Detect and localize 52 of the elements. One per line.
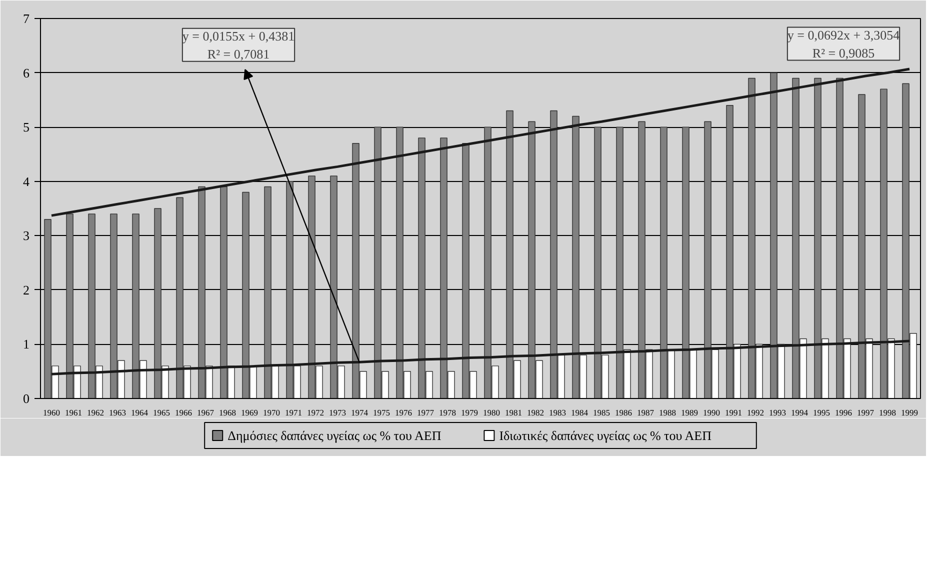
- x-tick-label: 1973: [329, 408, 346, 418]
- x-tick-label: 1968: [219, 408, 236, 418]
- x-tick-label: 1976: [395, 408, 412, 418]
- legend-label: Δημόσιες δαπάνες υγείας ως % του ΑΕΠ: [228, 428, 442, 443]
- x-tick-label: 1962: [87, 408, 104, 418]
- x-tick-label: 1992: [747, 408, 764, 418]
- x-tick-label: 1961: [65, 408, 82, 418]
- x-tick-label: 1999: [901, 408, 918, 418]
- x-tick-label: 1969: [241, 408, 258, 418]
- y-tick-label: 7: [23, 11, 30, 26]
- x-tick-label: 1997: [857, 408, 874, 418]
- x-tick-label: 1963: [109, 408, 126, 418]
- y-tick-label: 3: [23, 228, 30, 244]
- x-tick-label: 1990: [703, 408, 720, 418]
- x-tick-label: 1985: [593, 408, 610, 418]
- y-tick-label: 1: [23, 336, 30, 352]
- x-tick-label: 1991: [725, 408, 742, 418]
- x-tick-label: 1972: [307, 408, 324, 418]
- y-tick-label: 2: [23, 282, 30, 298]
- x-tick-label: 1986: [615, 408, 632, 418]
- x-tick-label: 1989: [681, 408, 698, 418]
- x-tick-label: 1994: [791, 408, 809, 418]
- x-tick-label: 1966: [175, 408, 192, 418]
- x-tick-label: 1965: [153, 408, 170, 418]
- x-tick-label: 1964: [131, 408, 149, 418]
- x-tick-label: 1960: [43, 408, 60, 418]
- x-tick-label: 1982: [527, 408, 544, 418]
- x-tick-label: 1983: [549, 408, 566, 418]
- x-tick-label: 1980: [483, 408, 500, 418]
- y-tick-label: 0: [23, 391, 30, 406]
- x-tick-label: 1995: [813, 408, 830, 418]
- x-tick-label: 1998: [879, 408, 896, 418]
- y-tick-label: 4: [23, 174, 30, 189]
- x-tick-label: 1967: [197, 408, 214, 418]
- x-tick-label: 1984: [571, 408, 589, 418]
- x-tick-label: 1971: [285, 408, 302, 418]
- x-tick-label: 1981: [505, 408, 522, 418]
- x-tick-label: 1979: [461, 408, 478, 418]
- line-series: [50, 340, 911, 376]
- x-tick-label: 1987: [637, 408, 654, 418]
- legend-label: Ιδιωτικές δαπάνες υγείας ως % του ΑΕΠ: [499, 428, 712, 443]
- x-tick-label: 1993: [769, 408, 786, 418]
- y-tick-label: 5: [23, 120, 30, 135]
- x-tick-label: 1977: [417, 408, 434, 418]
- x-tick-label: 1978: [439, 408, 456, 418]
- x-tick-label: 1974: [351, 408, 369, 418]
- y-tick-label: 6: [23, 65, 30, 80]
- x-tick-label: 1988: [659, 408, 676, 418]
- x-tick-label: 1996: [835, 408, 852, 418]
- x-tick-label: 1975: [373, 408, 390, 418]
- x-tick-label: 1970: [263, 408, 280, 418]
- line-series: [50, 68, 911, 217]
